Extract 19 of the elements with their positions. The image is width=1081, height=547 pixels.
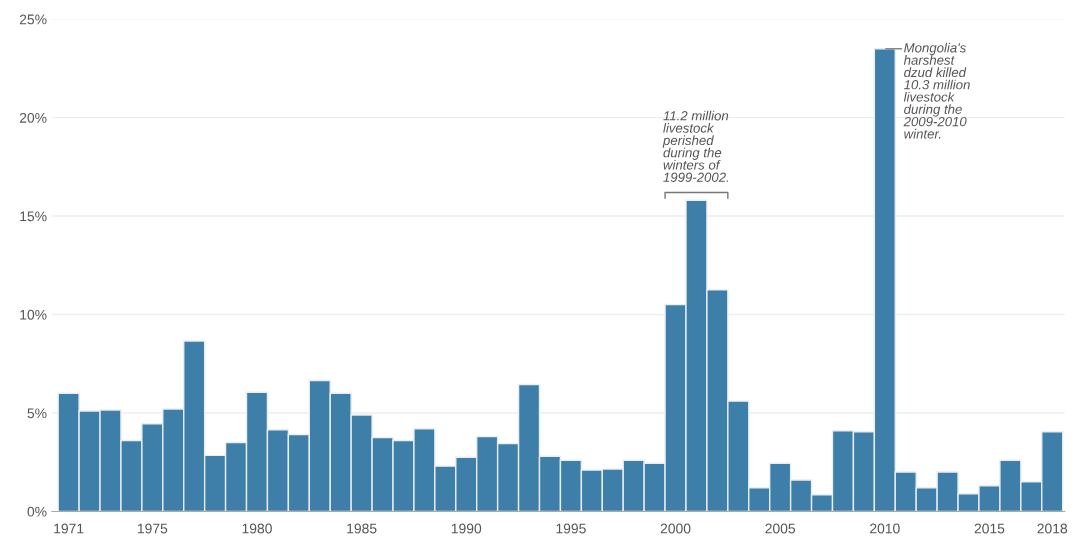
y-tick-label: 25% (19, 14, 47, 25)
y-tick-label: 0% (27, 506, 47, 517)
annotation: Mongolia's harshest dzud killed 10.3 million livestock during the 2009-2010 winter. (903, 42, 970, 139)
y-tick-label: 15% (20, 211, 47, 222)
x-tick-label: 2000 (660, 523, 691, 534)
annotation: 11.2 million livestock perished during the winters of 1999-2002. (662, 110, 729, 182)
y-tick-label: 5% (27, 408, 47, 419)
x-tick-label: 1971 (54, 523, 84, 534)
y-tick-label: 10% (20, 309, 47, 320)
x-tick-label: 1995 (556, 523, 586, 534)
x-tick-label: 1975 (137, 523, 168, 534)
y-tick-label: 20% (19, 112, 47, 123)
x-tick-label: 2010 (870, 523, 900, 534)
x-tick-label: 2018 (1037, 523, 1068, 534)
x-tick-label: 1980 (242, 523, 272, 534)
x-tick-label: 1990 (451, 523, 482, 534)
x-tick-label: 1985 (347, 523, 377, 534)
x-tick-label: 2015 (974, 523, 1005, 534)
x-tick-label: 2005 (765, 523, 796, 534)
